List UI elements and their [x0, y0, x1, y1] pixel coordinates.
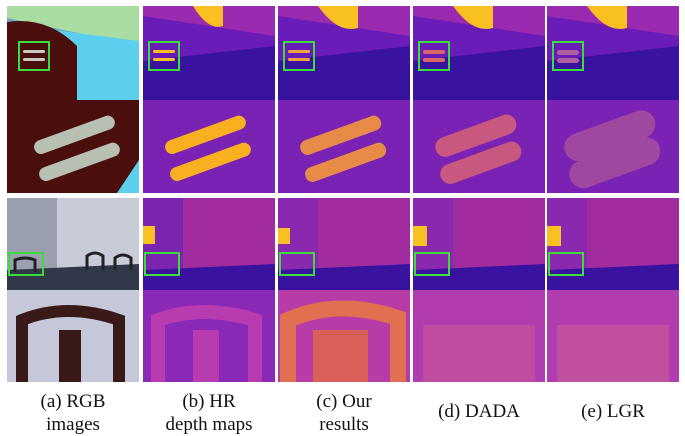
lgr-scene2-zoom	[547, 290, 679, 382]
caption-rgb-line2: images	[46, 414, 100, 435]
hr-scene2-zoom	[143, 290, 275, 382]
rgb-scene1-zoom	[7, 100, 139, 193]
dada-scene2-overview	[413, 198, 545, 290]
caption-hr-line2: depth maps	[165, 414, 253, 435]
caption-ours: (c) Our results	[278, 390, 410, 436]
caption-hr-line1: (b) HR	[182, 391, 236, 412]
rgb-scene2-overview	[7, 198, 139, 290]
rgb-scene2-zoom	[7, 290, 139, 382]
lgr-scene1-zoom	[547, 100, 679, 193]
hr-scene1-zoom	[143, 100, 275, 193]
caption-ours-line1: (c) Our	[316, 391, 372, 412]
caption-hr: (b) HR depth maps	[143, 390, 275, 436]
caption-dada: (d) DADA	[413, 400, 545, 423]
caption-lgr: (e) LGR	[547, 400, 679, 423]
caption-dada-line1: (d) DADA	[438, 401, 520, 422]
dada-scene2-zoom	[413, 290, 545, 382]
rgb-scene1-overview	[7, 6, 139, 100]
ours-scene1-zoom	[278, 100, 410, 193]
lgr-scene2-overview	[547, 198, 679, 290]
ours-scene2-zoom	[278, 290, 410, 382]
dada-scene1-overview	[413, 6, 545, 100]
caption-rgb: (a) RGB images	[7, 390, 139, 436]
ours-scene1-overview	[278, 6, 410, 100]
caption-rgb-line1: (a) RGB	[40, 391, 106, 412]
ours-scene2-overview	[278, 198, 410, 290]
lgr-scene1-overview	[547, 6, 679, 100]
caption-ours-line2: results	[319, 414, 369, 435]
hr-scene2-overview	[143, 198, 275, 290]
caption-lgr-line1: (e) LGR	[581, 401, 645, 422]
hr-scene1-overview	[143, 6, 275, 100]
dada-scene1-zoom	[413, 100, 545, 193]
